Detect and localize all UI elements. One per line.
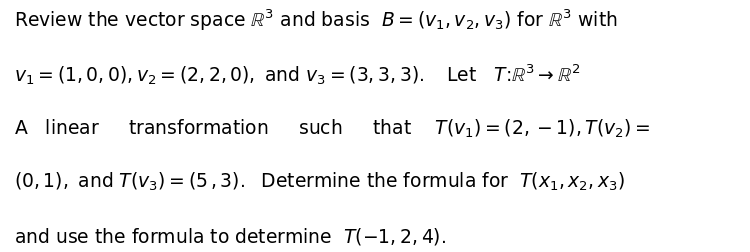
Text: $v_1 = (1,0,0), v_2 = (2,2,0),$ and $v_3 = (3,3,3).\ \ $ Let $\ \ T\colon \mathb: $v_1 = (1,0,0), v_2 = (2,2,0),$ and $v_3… (13, 61, 580, 86)
Text: $(0,1),$ and $T(v_3) = (5\,,3).\ $ Determine the formula for $\ T(x_1, x_2, x_3): $(0,1),$ and $T(v_3) = (5\,,3).\ $ Deter… (13, 170, 625, 193)
Text: A$\ \ $ linear$\ \ \ \ $ transformation$\ \ \ \ $ such$\ \ \ \ $ that$\ \ \ \ T(: A$\ \ $ linear$\ \ \ \ $ transformation$… (13, 117, 650, 139)
Text: and use the formula to determine $\ T(-1,2,4).$: and use the formula to determine $\ T(-1… (13, 225, 445, 246)
Text: Review the vector space $\mathbb{R}^3$ and basis $\ B = (v_1, v_2, v_3)$ for $\m: Review the vector space $\mathbb{R}^3$ a… (13, 8, 617, 33)
